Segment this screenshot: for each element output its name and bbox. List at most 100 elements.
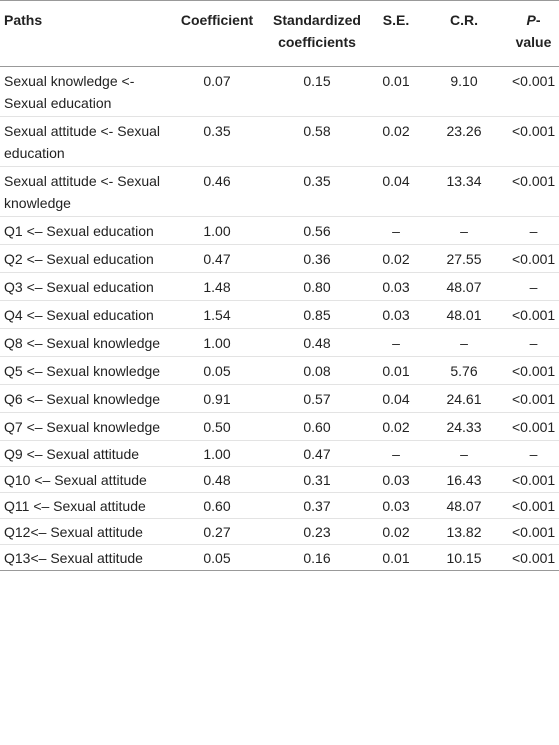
value-cell: 0.01: [372, 66, 420, 117]
value-cell: 0.35: [262, 166, 372, 217]
table-row: Q5 <– Sexual knowledge 0.05 0.08 0.01 5.76 <0…: [0, 356, 559, 385]
table-body: Sexual knowledge <- Sexual education 0.07…: [0, 66, 559, 571]
value-cell: 0.01: [372, 544, 420, 571]
path-cell: Q13<– Sexual attitude: [0, 544, 172, 571]
table-row: Q8 <– Sexual knowledge 1.00 0.48– – –: [0, 328, 559, 357]
value-cell: 0.85: [262, 300, 372, 329]
path-cell: Sexual attitude <- Sexual knowledge: [0, 166, 172, 217]
value-cell: 0.37: [262, 492, 372, 519]
value-cell: <0.001: [508, 518, 559, 545]
path-cell: Q4 <– Sexual education: [0, 300, 172, 329]
value-cell: 0.04: [372, 166, 420, 217]
value-cell: –: [420, 440, 508, 467]
value-cell: –: [508, 328, 559, 357]
value-cell: 0.03: [372, 466, 420, 493]
value-cell: 0.04: [372, 384, 420, 413]
column-header: S.E.: [372, 0, 420, 67]
value-cell: 0.07: [172, 66, 262, 117]
table-row: Q11 <– Sexual attitude 0.60 0.37 0.03 48.07 <…: [0, 492, 559, 519]
path-cell: Q9 <– Sexual attitude: [0, 440, 172, 467]
path-cell: Q1 <– Sexual education: [0, 216, 172, 245]
value-cell: –: [372, 328, 420, 357]
column-header: Paths: [0, 0, 172, 67]
table-row: Q9 <– Sexual attitude 1.00 0.47– – –: [0, 440, 559, 467]
value-cell: 0.57: [262, 384, 372, 413]
value-cell: 0.02: [372, 518, 420, 545]
path-cell: Q7 <– Sexual knowledge: [0, 412, 172, 441]
value-cell: 24.61: [420, 384, 508, 413]
path-cell: Q12<– Sexual attitude: [0, 518, 172, 545]
value-cell: 0.80: [262, 272, 372, 301]
table-row: Q4 <– Sexual education 1.54 0.85 0.03 48.01 <…: [0, 300, 559, 329]
path-cell: Sexual knowledge <- Sexual education: [0, 66, 172, 117]
value-cell: <0.001: [508, 116, 559, 167]
table-row: Q2 <– Sexual education 0.47 0.36 0.02 27.55 <…: [0, 244, 559, 273]
value-cell: 10.15: [420, 544, 508, 571]
path-cell: Q10 <– Sexual attitude: [0, 466, 172, 493]
results-table: Paths Coefficient Standardized coefficient…: [0, 0, 559, 571]
table-header: Paths Coefficient Standardized coefficient…: [0, 0, 559, 67]
value-cell: <0.001: [508, 412, 559, 441]
column-header: C.R.: [420, 0, 508, 67]
value-cell: 5.76: [420, 356, 508, 385]
value-cell: 0.48: [262, 328, 372, 357]
path-cell: Sexual attitude <- Sexual education: [0, 116, 172, 167]
value-cell: 0.05: [172, 356, 262, 385]
value-cell: 0.03: [372, 272, 420, 301]
path-cell: Q3 <– Sexual education: [0, 272, 172, 301]
value-cell: 0.02: [372, 244, 420, 273]
value-cell: 0.03: [372, 492, 420, 519]
value-cell: 1.00: [172, 440, 262, 467]
column-header: Coefficient: [172, 0, 262, 67]
value-cell: 0.27: [172, 518, 262, 545]
path-cell: Q11 <– Sexual attitude: [0, 492, 172, 519]
value-cell: 23.26: [420, 116, 508, 167]
table-row: Q13<– Sexual attitude 0.05 0.16 0.01 10.15 <0…: [0, 544, 559, 571]
value-cell: 1.00: [172, 328, 262, 357]
value-cell: 0.15: [262, 66, 372, 117]
value-cell: 0.47: [262, 440, 372, 467]
value-cell: 0.08: [262, 356, 372, 385]
value-cell: –: [508, 216, 559, 245]
path-cell: Q8 <– Sexual knowledge: [0, 328, 172, 357]
value-cell: 48.07: [420, 492, 508, 519]
path-cell: Q5 <– Sexual knowledge: [0, 356, 172, 385]
table-row: Sexual knowledge <- Sexual education 0.07…: [0, 66, 559, 117]
table-row: Q1 <– Sexual education 1.00 0.56– – –: [0, 216, 559, 245]
value-cell: 0.01: [372, 356, 420, 385]
value-cell: 0.35: [172, 116, 262, 167]
value-cell: 0.02: [372, 116, 420, 167]
value-cell: 0.02: [372, 412, 420, 441]
column-header: Standardized coefficients: [262, 0, 372, 67]
value-cell: 24.33: [420, 412, 508, 441]
table-row: Q3 <– Sexual education 1.48 0.80 0.03 48.07–: [0, 272, 559, 301]
value-cell: <0.001: [508, 384, 559, 413]
value-cell: 16.43: [420, 466, 508, 493]
value-cell: 0.47: [172, 244, 262, 273]
table-row: Q10 <– Sexual attitude 0.48 0.31 0.03 16.43 <…: [0, 466, 559, 493]
value-cell: 27.55: [420, 244, 508, 273]
value-cell: 0.03: [372, 300, 420, 329]
table-row: Sexual attitude <- Sexual knowledge 0.46 0…: [0, 166, 559, 217]
value-cell: 48.01: [420, 300, 508, 329]
table-row: Q6 <– Sexual knowledge 0.91 0.57 0.04 24.61 <…: [0, 384, 559, 413]
value-cell: 0.23: [262, 518, 372, 545]
value-cell: –: [372, 216, 420, 245]
value-cell: 48.07: [420, 272, 508, 301]
value-cell: –: [420, 328, 508, 357]
value-cell: 0.16: [262, 544, 372, 571]
value-cell: 0.50: [172, 412, 262, 441]
value-cell: –: [372, 440, 420, 467]
table-row: Sexual attitude <- Sexual education 0.35 0…: [0, 116, 559, 167]
value-cell: 0.31: [262, 466, 372, 493]
value-cell: 0.60: [262, 412, 372, 441]
value-cell: <0.001: [508, 166, 559, 217]
table-row: Q12<– Sexual attitude 0.27 0.23 0.02 13.82 <0…: [0, 518, 559, 545]
value-cell: 0.60: [172, 492, 262, 519]
value-cell: 0.05: [172, 544, 262, 571]
value-cell: 1.54: [172, 300, 262, 329]
value-cell: 9.10: [420, 66, 508, 117]
value-cell: 0.58: [262, 116, 372, 167]
value-cell: 0.36: [262, 244, 372, 273]
